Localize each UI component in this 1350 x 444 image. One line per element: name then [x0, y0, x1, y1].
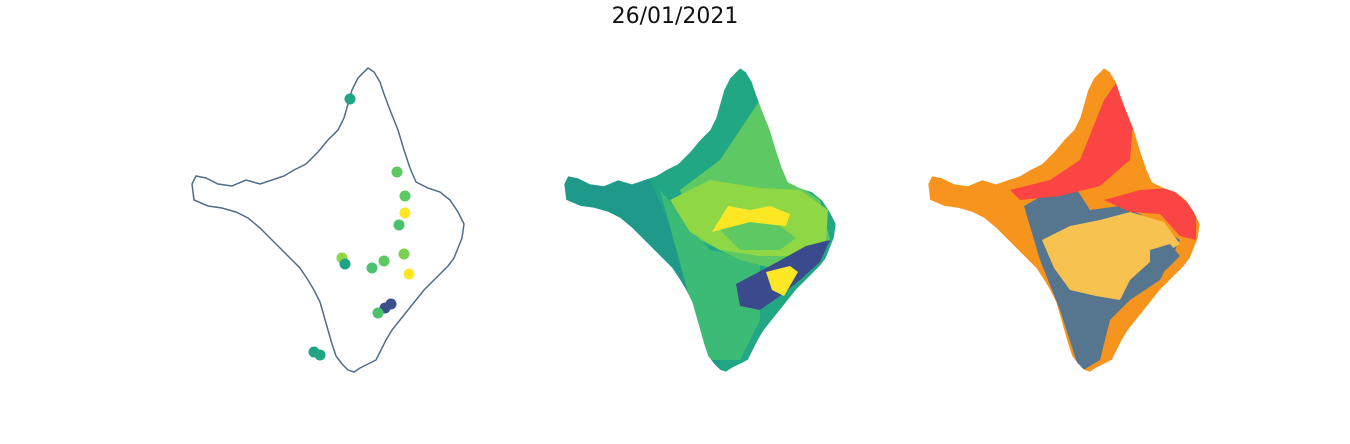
station-point [344, 93, 356, 105]
station-point [378, 255, 390, 267]
zone-highlight-north [712, 206, 790, 232]
zone-red-north [1010, 72, 1134, 200]
station-point [339, 258, 351, 270]
zone-core [720, 222, 796, 250]
station-point [398, 248, 410, 260]
chart-title: 26/01/2021 [611, 4, 739, 29]
zone-south [660, 190, 760, 360]
station-point [366, 262, 378, 274]
station-point [403, 268, 415, 280]
station-point [393, 219, 405, 231]
station-point [314, 349, 326, 361]
station-point [391, 166, 403, 178]
zone-light-orange [1042, 212, 1180, 300]
choropleth-panel-viridis [564, 68, 836, 372]
choropleth-panel-categorical [928, 68, 1200, 372]
station-point [372, 307, 384, 319]
station-point [399, 207, 411, 219]
zone-slate-small [1150, 244, 1180, 270]
station-point [399, 190, 411, 202]
zone-red-east [1104, 188, 1196, 240]
point-map-panel [191, 67, 465, 373]
region-outline [191, 67, 465, 373]
station-points [308, 93, 415, 361]
zone-highlight-south [766, 266, 798, 296]
